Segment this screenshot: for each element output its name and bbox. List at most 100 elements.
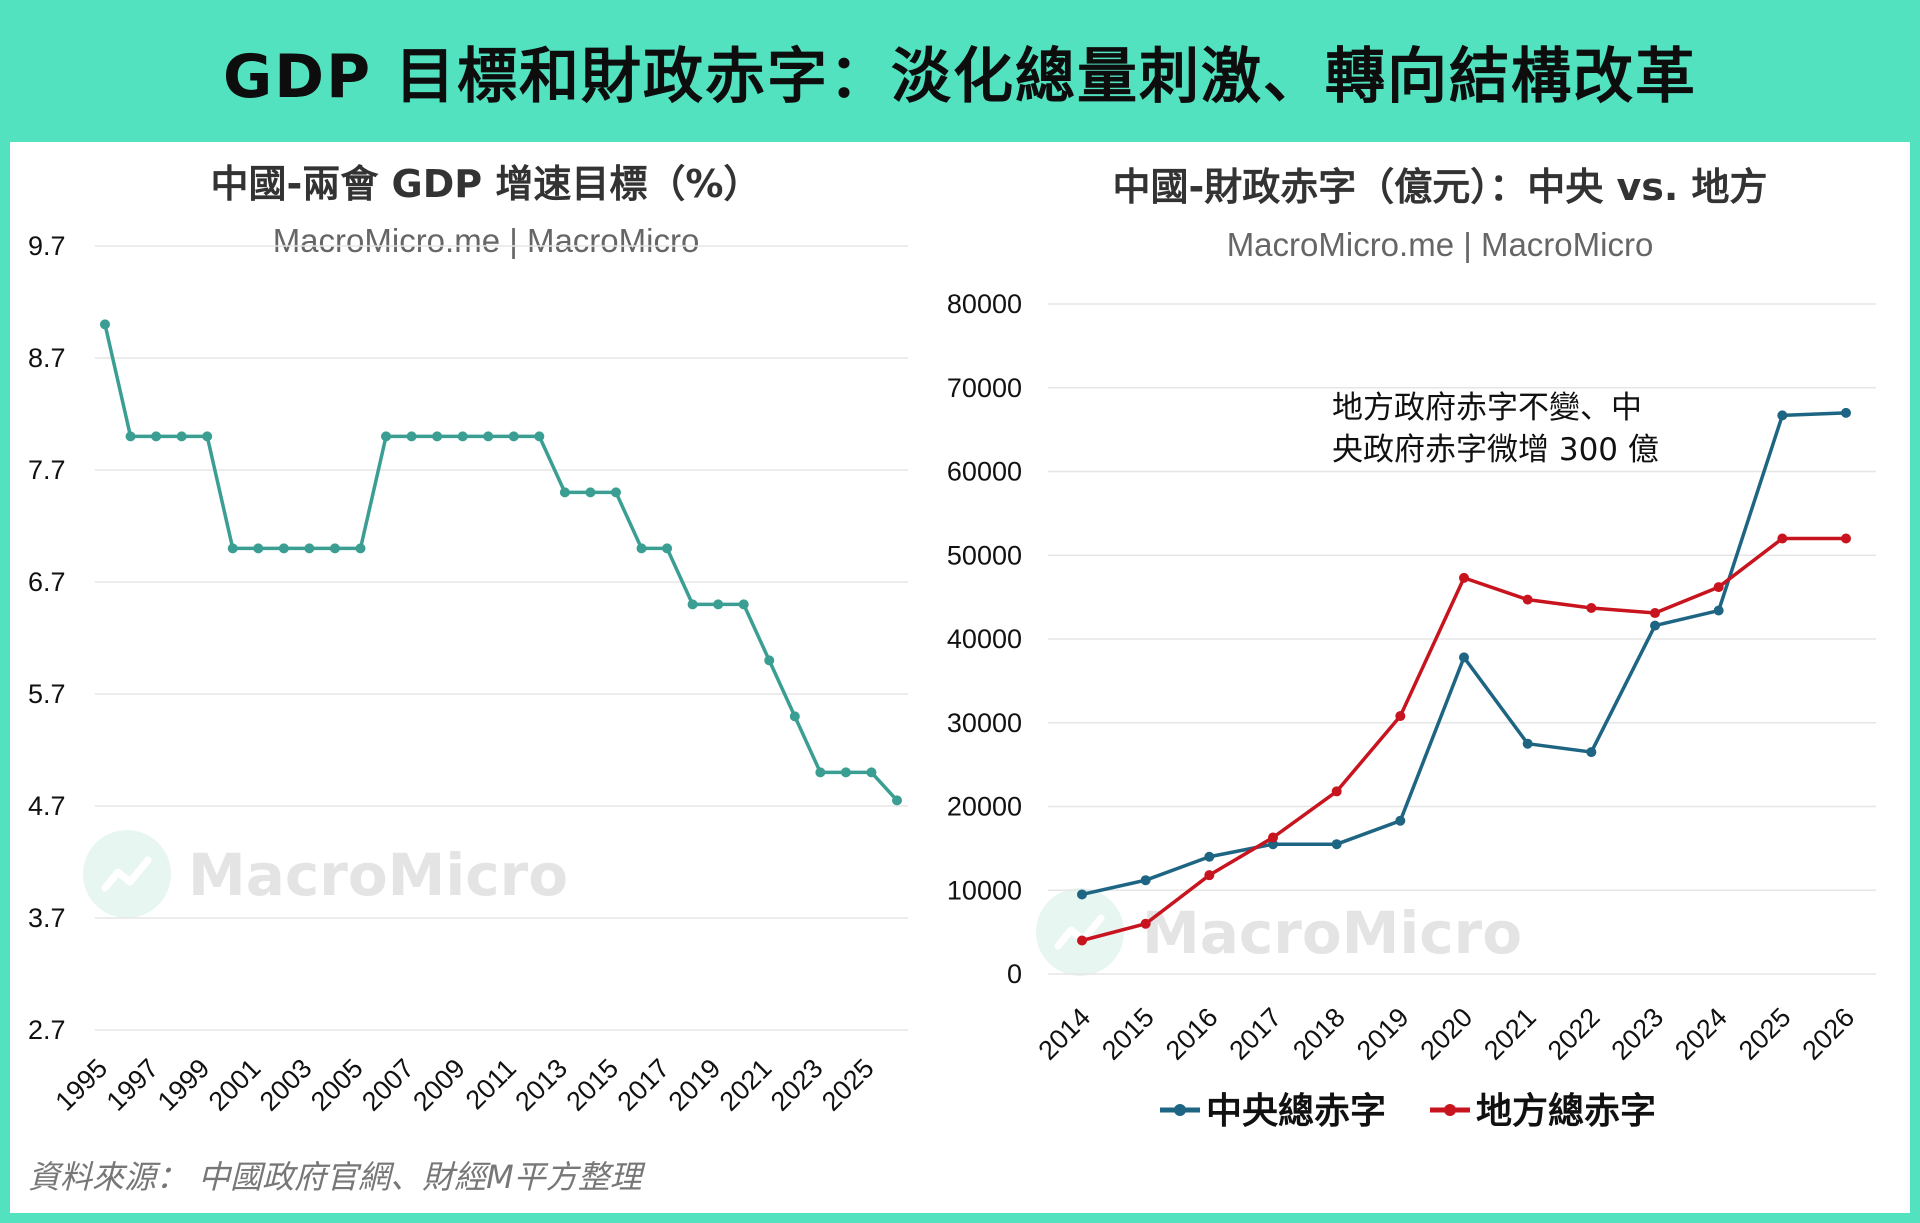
y-tick-label: 10000 bbox=[947, 875, 1022, 905]
y-tick-label: 7.7 bbox=[28, 455, 66, 485]
x-tick-label: 2014 bbox=[1033, 1002, 1097, 1066]
watermark-text-right: MacroMicro bbox=[1142, 899, 1522, 967]
x-tick-label: 2005 bbox=[305, 1053, 369, 1117]
data-point bbox=[1841, 407, 1851, 418]
right-chart-subtitle: MacroMicro.me | MacroMicro bbox=[1227, 226, 1654, 263]
x-tick-label: 1999 bbox=[152, 1053, 216, 1117]
watermark-logo-icon bbox=[83, 830, 171, 918]
x-tick-label: 2021 bbox=[714, 1053, 778, 1117]
x-tick-label: 2024 bbox=[1669, 1002, 1733, 1066]
x-tick-label: 2025 bbox=[816, 1053, 880, 1117]
x-tick-label: 2019 bbox=[1351, 1002, 1415, 1066]
annotation-line-1: 地方政府赤字不變、中 bbox=[1332, 390, 1642, 426]
x-tick-label: 1997 bbox=[101, 1053, 165, 1117]
data-point bbox=[125, 431, 136, 442]
y-tick-label: 5.7 bbox=[28, 679, 66, 709]
data-point bbox=[1331, 839, 1342, 850]
x-tick-label: 2023 bbox=[765, 1053, 829, 1117]
data-point bbox=[406, 431, 417, 442]
y-tick-label: 3.7 bbox=[28, 903, 66, 933]
data-point bbox=[636, 543, 647, 554]
legend-label-central: 中央總赤字 bbox=[1206, 1091, 1386, 1132]
x-tick-label: 2022 bbox=[1542, 1002, 1606, 1066]
data-point bbox=[381, 431, 392, 442]
x-tick-label: 2017 bbox=[1224, 1002, 1288, 1066]
right-chart-y-axis: 80000 70000 60000 50000 40000 30000 20000 10000… bbox=[947, 289, 1022, 989]
left-chart-title: 中國-兩會 GDP 增速目標（%） bbox=[211, 162, 762, 206]
data-point bbox=[1650, 620, 1660, 631]
left-chart-gridlines bbox=[95, 245, 908, 1031]
annotation-line-2: 央政府赤字微增 300 億 bbox=[1332, 432, 1659, 468]
y-tick-label: 8.7 bbox=[28, 343, 66, 373]
left-chart-x-axis: 1995199719992001200320052007200920112013… bbox=[50, 1053, 880, 1117]
y-tick-label: 9.7 bbox=[28, 231, 66, 261]
data-point bbox=[1268, 832, 1278, 843]
data-point bbox=[1841, 533, 1851, 544]
left-chart-series bbox=[100, 319, 902, 806]
x-tick-label: 2018 bbox=[1287, 1002, 1351, 1066]
y-tick-label: 40000 bbox=[947, 624, 1022, 654]
data-point bbox=[1777, 410, 1788, 421]
chart-panel: MacroMicro MacroMicro 中國-兩會 GDP 增速目標（%） … bbox=[10, 142, 1910, 1213]
y-tick-label: 30000 bbox=[947, 708, 1022, 738]
data-point bbox=[1459, 572, 1469, 583]
legend-marker-central bbox=[1174, 1104, 1186, 1116]
data-point bbox=[789, 711, 800, 722]
data-point bbox=[483, 431, 494, 442]
data-point bbox=[1713, 582, 1724, 593]
data-point bbox=[176, 431, 187, 442]
data-point bbox=[764, 655, 775, 666]
data-point bbox=[866, 767, 877, 778]
data-point bbox=[840, 767, 851, 778]
x-tick-label: 2011 bbox=[460, 1053, 522, 1115]
data-point bbox=[534, 431, 545, 442]
data-point bbox=[1077, 935, 1087, 946]
y-tick-label: 50000 bbox=[947, 540, 1022, 570]
right-chart-title: 中國-財政赤字（億元）：中央 vs. 地方 bbox=[1112, 165, 1767, 209]
data-point bbox=[1395, 711, 1406, 722]
x-tick-label: 2017 bbox=[612, 1053, 676, 1117]
x-tick-label: 2015 bbox=[1096, 1002, 1160, 1066]
data-point bbox=[457, 431, 468, 442]
x-tick-label: 1995 bbox=[50, 1053, 114, 1117]
data-point bbox=[1459, 652, 1469, 663]
data-point bbox=[585, 487, 596, 498]
x-tick-label: 2026 bbox=[1797, 1002, 1861, 1066]
page-title: GDP 目標和財政赤字：淡化總量刺激、轉向結構改革 bbox=[223, 41, 1697, 112]
data-point bbox=[1713, 605, 1724, 616]
x-tick-label: 2013 bbox=[509, 1053, 573, 1117]
left-chart-subtitle: MacroMicro.me | MacroMicro bbox=[273, 222, 700, 259]
watermark-right: MacroMicro bbox=[1036, 888, 1522, 976]
series-line-1 bbox=[1081, 536, 1846, 943]
x-tick-label: 2003 bbox=[254, 1053, 318, 1117]
data-point bbox=[1777, 533, 1788, 544]
y-tick-label: 80000 bbox=[947, 289, 1022, 319]
data-point bbox=[253, 543, 264, 554]
data-point bbox=[738, 599, 749, 610]
data-point bbox=[432, 431, 443, 442]
y-tick-label: 4.7 bbox=[28, 791, 66, 821]
x-tick-label: 2020 bbox=[1415, 1002, 1479, 1066]
source-note: 資料來源： 中國政府官網、財經M平方整理 bbox=[28, 1158, 646, 1196]
data-point bbox=[202, 431, 213, 442]
watermark-logo-icon bbox=[1036, 888, 1124, 976]
right-chart-legend: 中央總赤字 地方總赤字 bbox=[1160, 1091, 1656, 1132]
data-point bbox=[1204, 851, 1215, 862]
data-point bbox=[1204, 870, 1215, 881]
y-tick-label: 70000 bbox=[947, 373, 1022, 403]
data-point bbox=[1140, 918, 1151, 929]
data-point bbox=[815, 767, 826, 778]
data-point bbox=[1650, 608, 1660, 619]
x-tick-label: 2019 bbox=[663, 1053, 727, 1117]
data-point bbox=[151, 431, 162, 442]
legend-marker-local bbox=[1444, 1104, 1456, 1116]
x-tick-label: 2021 bbox=[1478, 1002, 1542, 1066]
header-bar: GDP 目標和財政赤字：淡化總量刺激、轉向結構改革 bbox=[0, 0, 1920, 142]
data-point bbox=[1522, 738, 1533, 749]
data-point bbox=[892, 795, 902, 806]
data-point bbox=[1077, 889, 1087, 900]
data-point bbox=[1586, 603, 1597, 614]
data-point bbox=[278, 543, 289, 554]
y-tick-label: 60000 bbox=[947, 457, 1022, 487]
data-point bbox=[1586, 747, 1597, 758]
